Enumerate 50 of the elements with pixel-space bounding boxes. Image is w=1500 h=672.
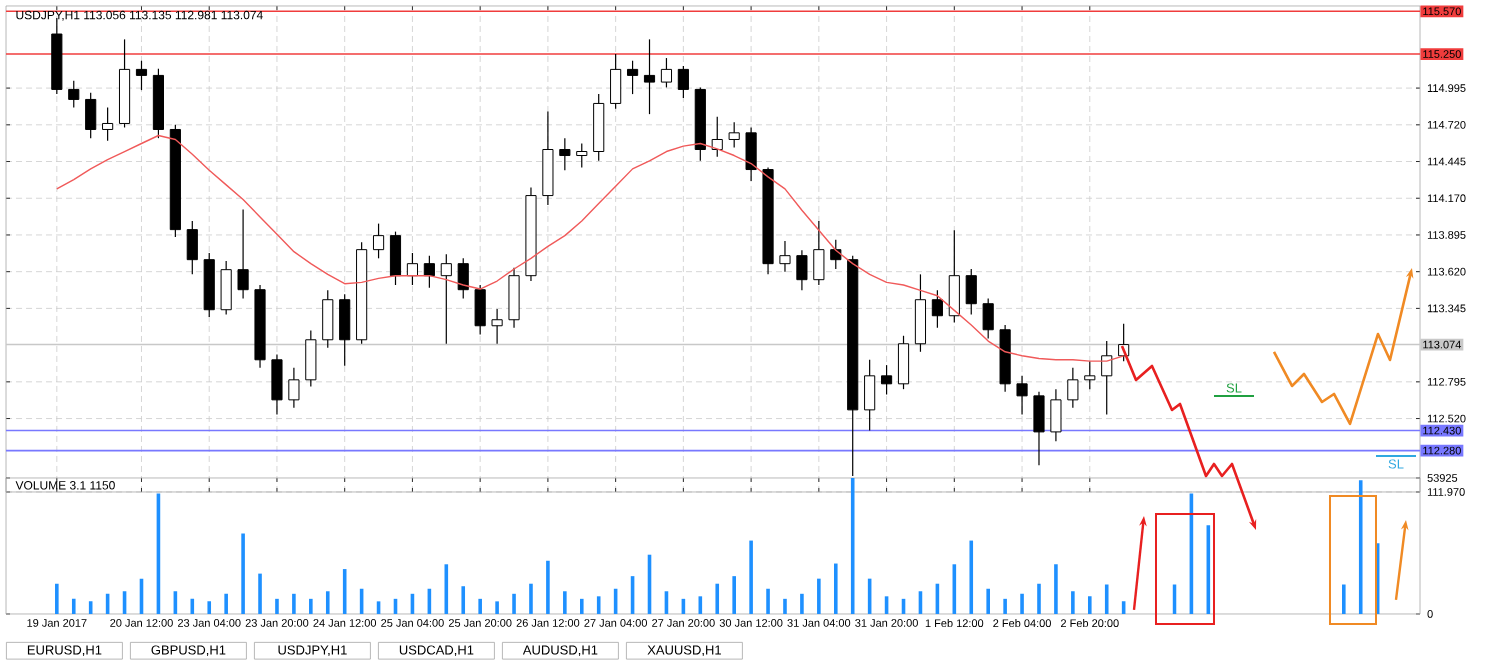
candlestick (457, 257, 469, 299)
candlestick (322, 289, 334, 349)
candlestick (237, 208, 249, 299)
candlestick (610, 53, 622, 110)
candlestick (288, 367, 300, 409)
candlestick (796, 249, 808, 291)
candlestick (559, 137, 571, 171)
candlestick (626, 60, 639, 95)
candlestick (728, 121, 740, 149)
candlestick (474, 284, 486, 336)
candlestick (389, 231, 402, 286)
candlestick (305, 329, 317, 388)
candlestick (864, 359, 876, 432)
candlestick (68, 80, 80, 109)
candlestick (1084, 360, 1096, 390)
candlestick (576, 142, 588, 169)
candlestick (186, 220, 198, 275)
candlestick (1050, 388, 1062, 442)
candlestick (881, 364, 893, 396)
candlestick (508, 267, 520, 329)
candlestick (660, 57, 673, 89)
candlestick (897, 335, 910, 390)
candlestick (339, 293, 351, 367)
candlestick (1067, 367, 1079, 409)
candlestick (965, 268, 977, 315)
candlestick (85, 92, 97, 139)
candlestick (745, 126, 757, 182)
candlestick (491, 308, 503, 345)
candlestick (542, 110, 554, 206)
candlestick (677, 65, 689, 99)
candlestick (271, 353, 283, 416)
candlestick (440, 253, 452, 345)
candlestick (406, 252, 419, 286)
candlestick (830, 239, 842, 270)
candlestick (220, 260, 232, 315)
candlestick (1016, 375, 1028, 416)
candlestick (982, 297, 994, 340)
candlestick (1033, 391, 1045, 466)
candlestick (711, 116, 723, 158)
candlestick (813, 220, 825, 286)
candlestick (948, 229, 960, 324)
candlestick (135, 60, 148, 91)
candlestick (643, 38, 656, 115)
candlestick (1101, 340, 1113, 416)
candlestick (372, 223, 385, 259)
candlestick (914, 273, 927, 353)
candlestick (102, 106, 114, 142)
candlestick (931, 289, 943, 329)
candlestick (423, 255, 435, 289)
candlestick (779, 240, 791, 273)
